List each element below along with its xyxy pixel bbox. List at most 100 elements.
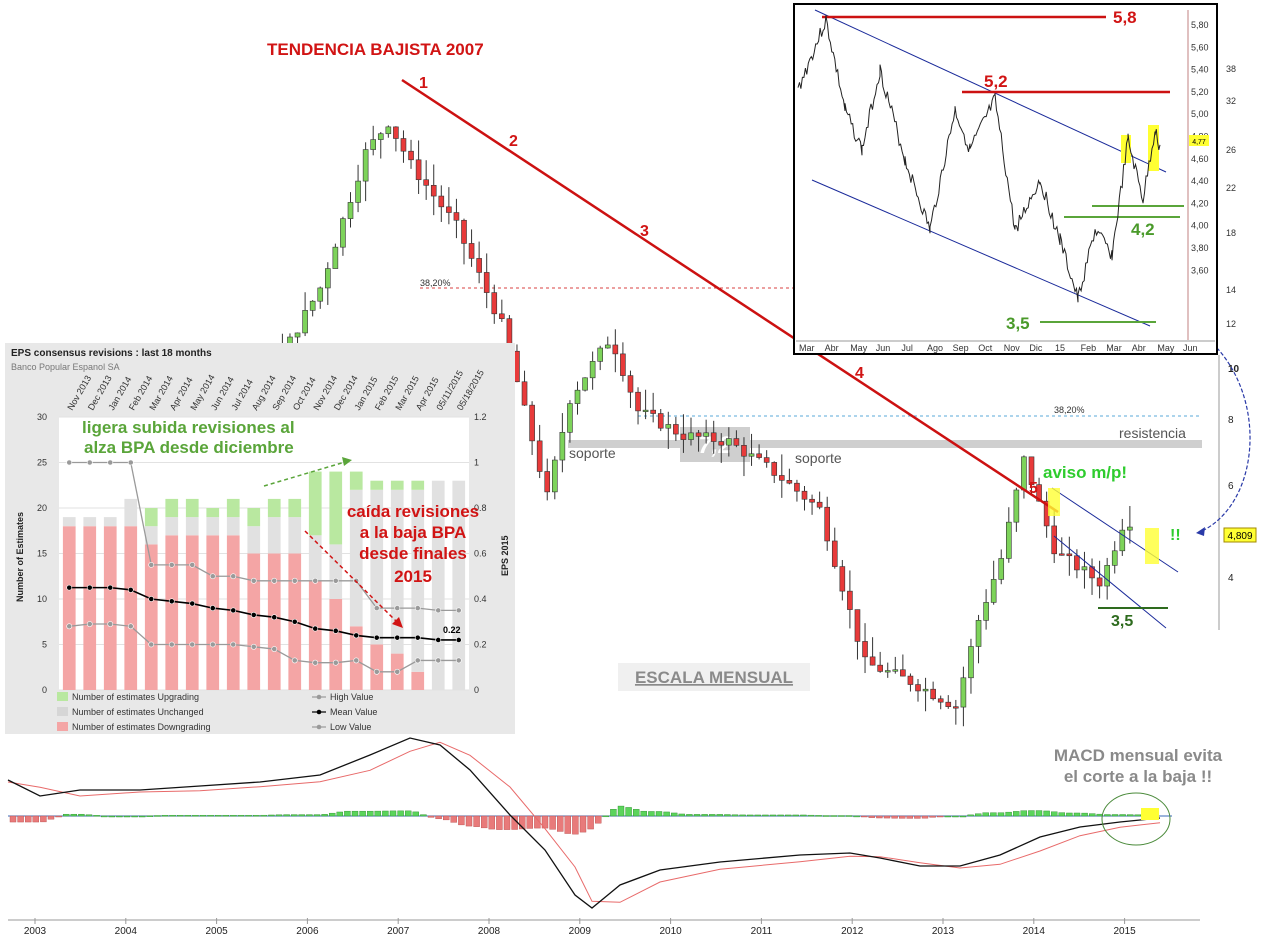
eps-bar-upgrading [411,480,425,490]
macd-bar-negative [473,815,480,827]
macd-bar-positive [1081,812,1088,817]
macd-bar-positive [823,815,830,817]
level-35-label: 3,5 [1111,613,1133,630]
inset-channel-lower [811,179,1151,327]
legend-swatch-downgrading [57,722,68,731]
eps-subtitle: Banco Popular Espanol SA [11,362,120,372]
eps-point [394,634,401,641]
macd-bar-negative [443,815,450,821]
macd-bar-positive [975,813,982,817]
candle-down [438,195,445,208]
candle-down [1028,456,1035,485]
macd-bar-positive [100,815,108,818]
macd-bar-positive [131,815,138,818]
macd-bar-positive [405,810,412,817]
eps-bar-downgrading [329,599,343,690]
candle-up [642,409,649,412]
channel-bottom [1053,535,1167,629]
candle-down [953,706,959,709]
inset-month-label: Abr [825,343,839,353]
eps-bar-unchanged [267,517,281,554]
legend-swatch-upgrading [57,692,68,701]
eps-bar-upgrading [329,471,343,545]
macd-bar-negative [564,815,571,834]
macd-bar-positive [739,814,746,817]
eps-point [332,627,339,634]
macd-bar-positive [815,815,822,817]
candle-up [1119,529,1126,552]
candle-down [446,206,452,213]
eps-point [127,623,134,630]
inset-month-label: Jun [876,343,891,353]
macd-bar-negative [496,815,503,830]
fib-label-1: 38,20% [420,278,451,288]
inset-price-tick: 4,20 [1191,198,1209,208]
eps-bar-downgrading [83,526,97,690]
year-label-2010: 2010 [659,926,682,937]
macd-histogram [9,805,1157,835]
macd-bar-positive [754,814,761,817]
candle-up [582,377,588,391]
macd-bar-negative [891,815,898,819]
macd-bar-negative [587,815,594,830]
eps-bar-upgrading [288,498,302,518]
candle-down [453,212,460,221]
macd-bar-positive [78,813,85,817]
eps-point [373,634,380,641]
main-title: TENDENCIA BAJISTA 2007 [267,40,484,59]
macd-bar-positive [176,814,184,817]
macd-bar-negative [876,815,883,819]
macd-bar-positive [785,814,792,817]
eps-bar-unchanged [390,489,404,654]
candle-down [771,462,778,476]
macd-bar-positive [108,815,116,818]
candle-down [778,475,785,481]
macd-bar-positive [344,810,351,817]
candle-down [650,409,656,414]
eps-left-tick: 30 [37,412,47,422]
eps-line-high [69,461,459,612]
candle-down [710,432,717,442]
eps-point [107,459,114,466]
support-label-1: soporte [569,445,616,461]
eps-point [353,632,360,639]
macd-bar-negative [47,815,55,820]
macd-bar-positive [154,815,161,817]
eps-point [148,561,155,568]
macd-bar-positive [678,813,685,817]
macd-note-2: el corte a la baja !! [1064,767,1212,786]
macd-bar-positive [397,810,404,817]
eps-point [66,623,73,630]
candle-down [763,457,770,463]
macd-bar-positive [283,814,290,817]
candle-up [377,133,384,140]
eps-point [250,612,257,618]
eps-up-arrow [263,461,346,487]
candle-up [960,677,967,708]
macd-bar-positive [1111,814,1119,817]
inset-price-path [797,15,1161,303]
eps-left-tick: 10 [37,594,47,604]
candle-down [831,540,838,567]
macd-circle [1101,792,1171,846]
eps-point [86,584,93,591]
macd-bar-positive [329,812,336,817]
legend-dot-mean [316,709,322,715]
macd-bar-positive [230,814,237,817]
candle-up [688,432,694,440]
eps-bar-downgrading [124,526,138,690]
eps-bar-downgrading [411,671,425,690]
eps-point [291,618,298,625]
candle-up [597,347,604,362]
eps-bar-upgrading [308,471,322,536]
macd-bar-positive [1035,810,1043,817]
candle-up [324,268,331,289]
eps-bar-unchanged [124,498,138,527]
macd-bar-positive [982,812,989,817]
scale-label: ESCALA MENSUAL [635,668,793,687]
macd-bar-positive [701,814,708,817]
inset-daily-chart: 5,8 5,2 4,2 3,5 5,805,605,405,205,004,80… [793,3,1236,355]
eps-y-ticks: 0 5 10 15 20 25 30 0 0.2 0.4 0.6 0.8 1 1.2 [37,412,487,695]
macd-bar-positive [359,810,366,817]
macd-bar-positive [1119,814,1126,817]
